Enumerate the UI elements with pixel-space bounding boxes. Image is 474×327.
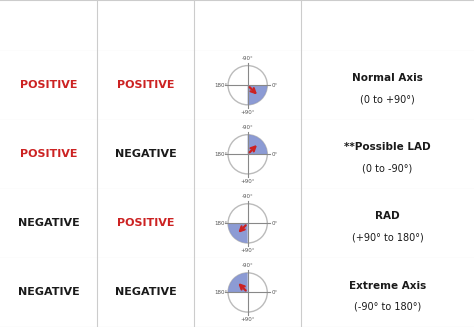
Text: +90°: +90° <box>240 179 255 184</box>
Text: POSITIVE: POSITIVE <box>117 80 174 90</box>
Text: Axis: Axis <box>373 19 402 32</box>
Text: 0°: 0° <box>272 152 278 157</box>
Text: 0°: 0° <box>272 83 278 88</box>
Text: -90°: -90° <box>242 263 254 268</box>
Text: 180°: 180° <box>214 83 227 88</box>
Text: NEGATIVE: NEGATIVE <box>18 218 80 228</box>
Text: Lead aVF: Lead aVF <box>113 19 178 32</box>
Text: NEGATIVE: NEGATIVE <box>115 149 177 159</box>
Text: Lead 1: Lead 1 <box>25 19 72 32</box>
Text: NEGATIVE: NEGATIVE <box>18 287 80 298</box>
Wedge shape <box>247 135 267 154</box>
Text: 180°: 180° <box>214 290 227 295</box>
Text: (0 to -90°): (0 to -90°) <box>362 163 413 173</box>
Text: Extreme Axis: Extreme Axis <box>349 281 426 291</box>
Text: (0 to +90°): (0 to +90°) <box>360 94 415 104</box>
Text: POSITIVE: POSITIVE <box>20 149 77 159</box>
Text: POSITIVE: POSITIVE <box>20 80 77 90</box>
Text: POSITIVE: POSITIVE <box>117 218 174 228</box>
Text: 180°: 180° <box>214 221 227 226</box>
Text: **Possible LAD: **Possible LAD <box>344 142 431 152</box>
Text: +90°: +90° <box>240 248 255 253</box>
Text: +90°: +90° <box>240 317 255 322</box>
Wedge shape <box>228 273 247 292</box>
Text: 0°: 0° <box>272 290 278 295</box>
Text: -90°: -90° <box>242 194 254 199</box>
Text: -90°: -90° <box>242 56 254 61</box>
Text: Normal Axis: Normal Axis <box>352 73 423 83</box>
Wedge shape <box>247 85 267 105</box>
Text: +90°: +90° <box>240 110 255 115</box>
Text: (-90° to 180°): (-90° to 180°) <box>354 301 421 311</box>
Text: 0°: 0° <box>272 221 278 226</box>
Text: (+90° to 180°): (+90° to 180°) <box>352 232 423 242</box>
Wedge shape <box>228 223 247 243</box>
Text: 180°: 180° <box>214 152 227 157</box>
Text: NEGATIVE: NEGATIVE <box>115 287 177 298</box>
Text: Quadrant: Quadrant <box>215 19 281 32</box>
Text: -90°: -90° <box>242 125 254 130</box>
Text: RAD: RAD <box>375 212 400 221</box>
